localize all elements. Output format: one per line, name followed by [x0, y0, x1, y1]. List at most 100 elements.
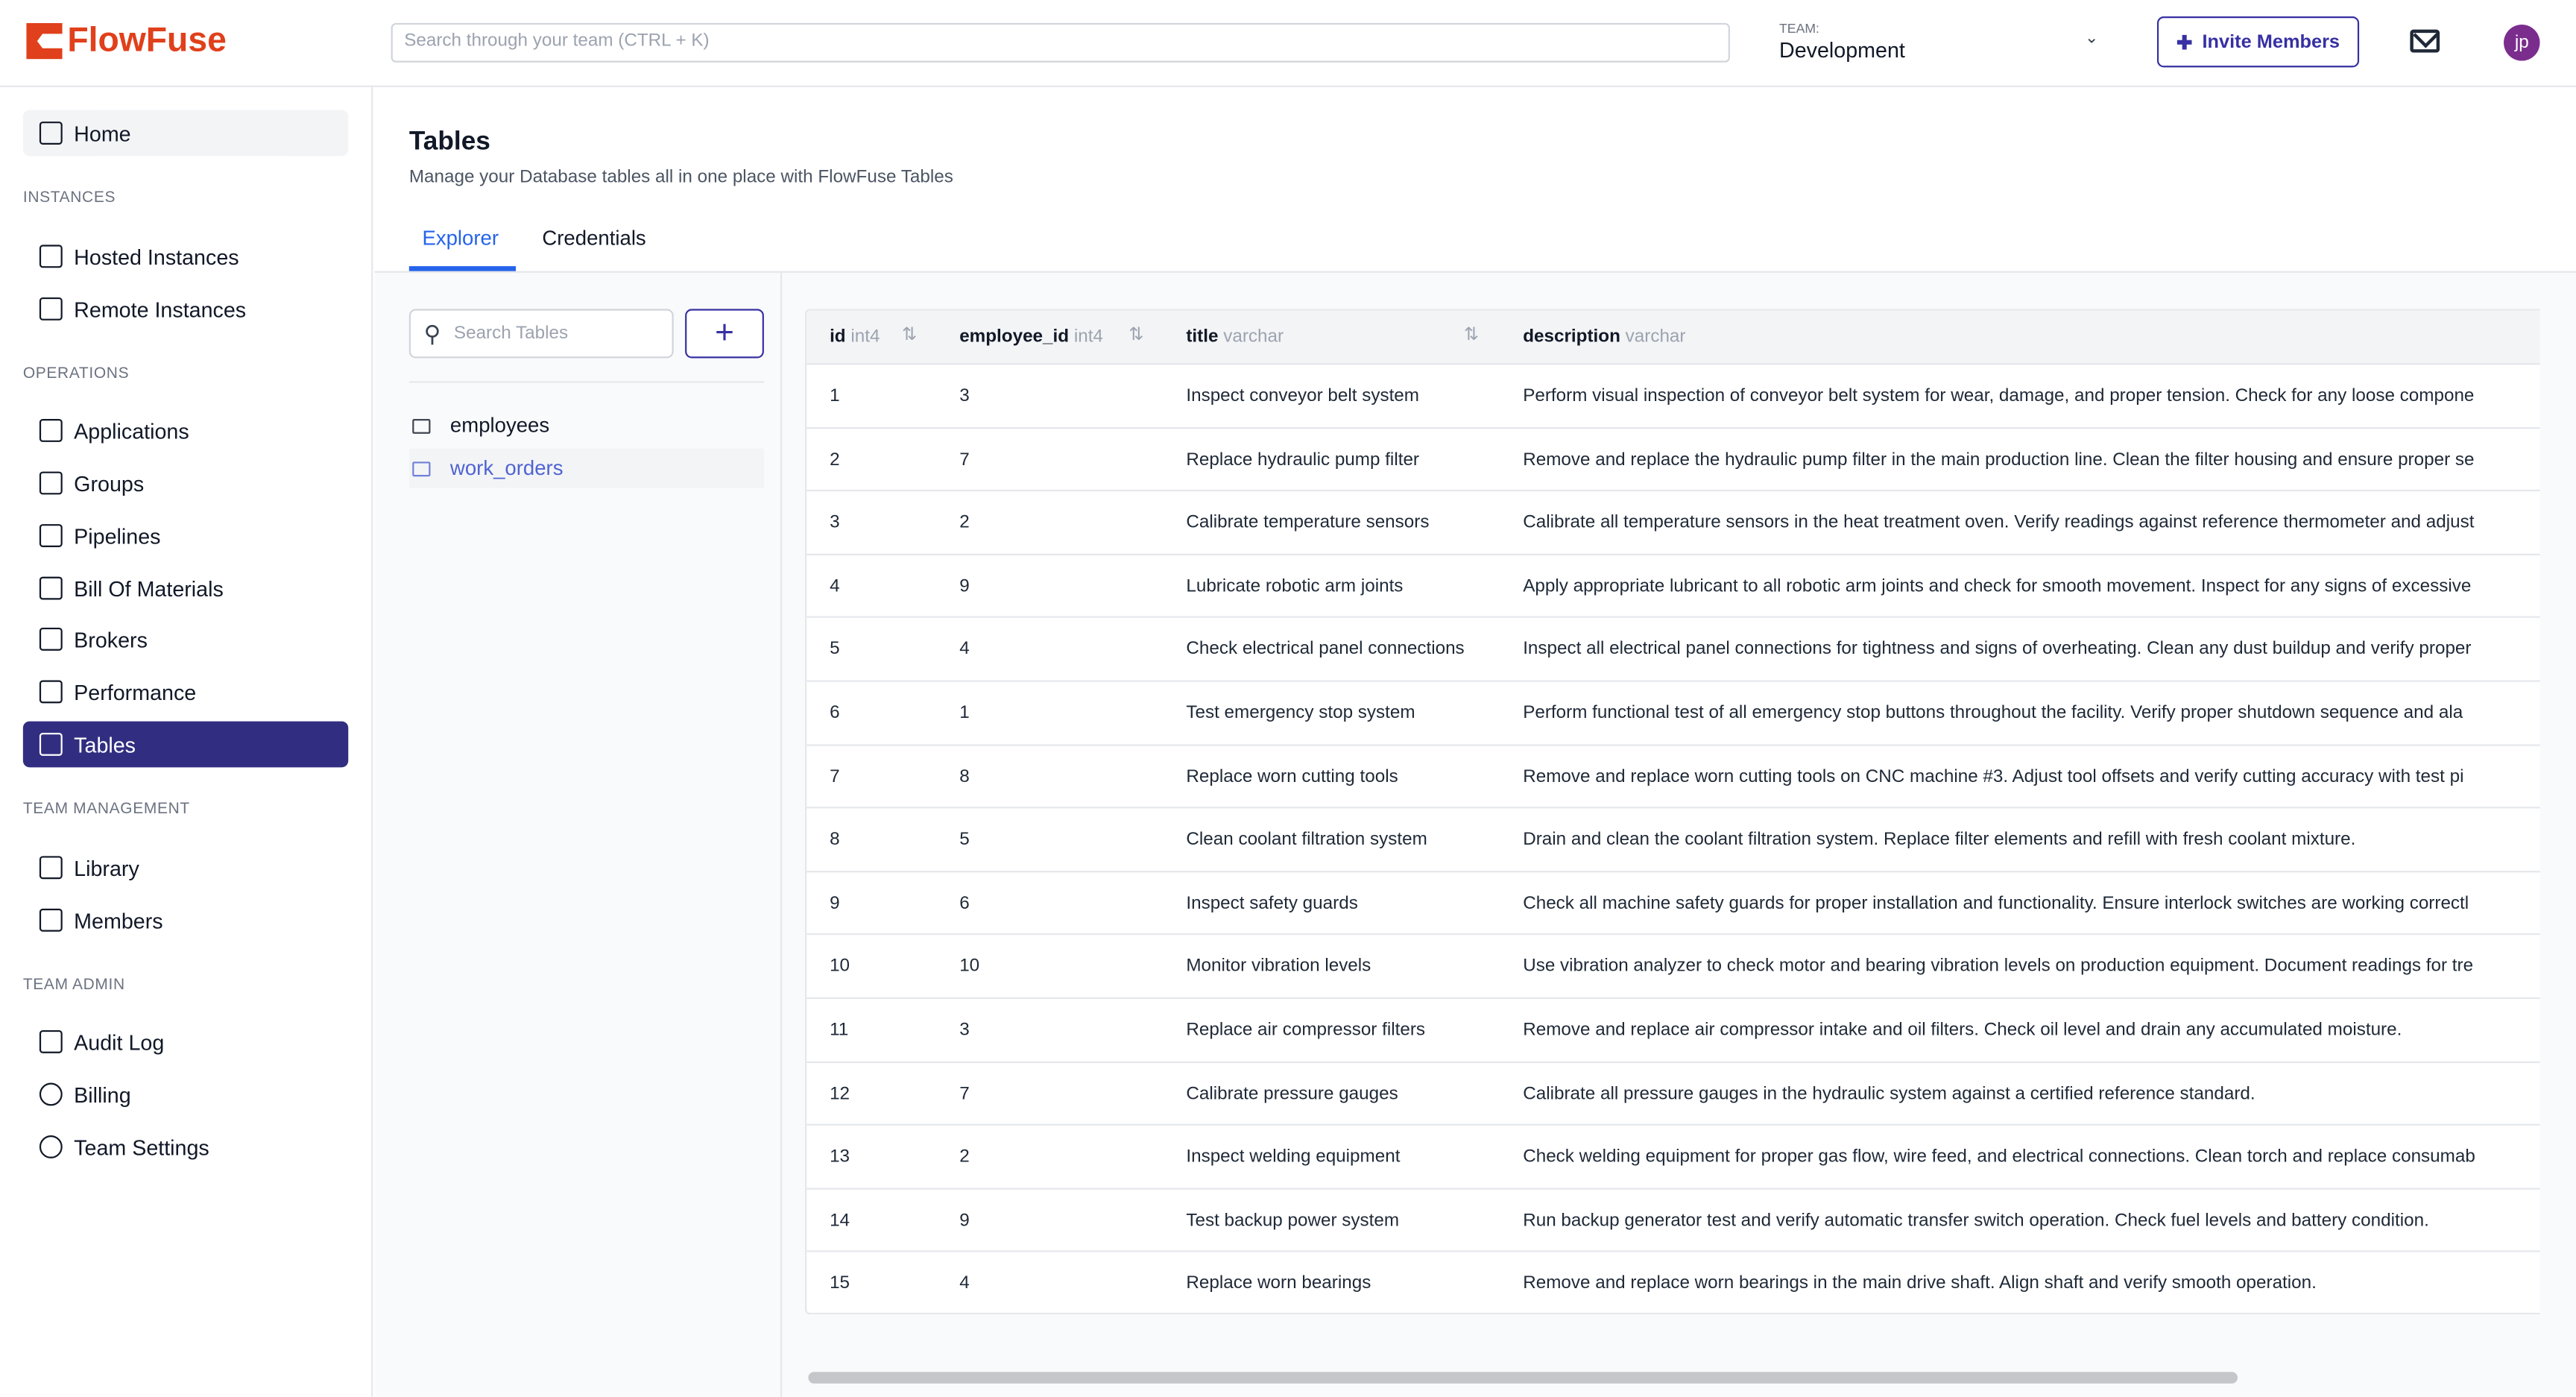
col-type: int4 — [1073, 327, 1103, 347]
section-instances: INSTANCES — [22, 189, 116, 207]
list-icon — [39, 1029, 63, 1053]
table-cell: Run backup generator test and verify aut… — [1523, 1210, 2429, 1231]
sidebar-item-members[interactable]: Members — [23, 897, 348, 943]
global-search-input[interactable]: Search through your team (CTRL + K) — [391, 22, 1730, 63]
table-row[interactable]: 8 5 Clean coolant filtration system Drain a… — [806, 809, 2540, 872]
sort-icon[interactable]: ⇅ — [1463, 325, 1480, 345]
nav-label: Performance — [74, 679, 197, 704]
table-cell: Inspect conveyor belt system — [1186, 385, 1419, 406]
sidebar-item-library[interactable]: Library — [23, 845, 348, 891]
table-row[interactable]: 7 8 Replace worn cutting tools Remove and r… — [806, 745, 2540, 809]
table-cell: 3 — [959, 385, 970, 406]
search-icon: ⚲ — [423, 319, 441, 346]
invite-members-button[interactable]: ✚ Invite Members — [2156, 16, 2360, 68]
sidebar-item-team-settings[interactable]: Team Settings — [23, 1124, 348, 1170]
section-team-management: TEAM MANAGEMENT — [22, 800, 190, 819]
tab-explorer[interactable]: Explorer — [422, 227, 499, 250]
table-cell: Check welding equipment for proper gas f… — [1523, 1147, 2475, 1167]
table-cell: 10 — [959, 956, 980, 977]
table-row[interactable]: 1 3 Inspect conveyor belt system Perform vi… — [806, 365, 2540, 429]
sidebar-item-bill-of-materials[interactable]: Bill Of Materials — [23, 565, 348, 611]
mail-icon[interactable] — [2410, 29, 2440, 53]
sidebar-item-tables[interactable]: Tables — [22, 721, 349, 768]
table-list-item-work-orders[interactable]: work_orders — [408, 448, 764, 488]
sidebar-item-groups[interactable]: Groups — [23, 460, 348, 506]
search-tables-input[interactable]: ⚲ Search Tables — [408, 309, 674, 359]
top-header: FlowFuse Search through your team (CTRL … — [0, 0, 2576, 87]
table-cell: 8 — [959, 766, 970, 786]
table-cell: 8 — [830, 830, 840, 850]
applications-icon — [39, 419, 63, 442]
column-header-employee-id[interactable]: employee_id int4 — [959, 327, 1103, 347]
nav-label: Brokers — [74, 626, 148, 652]
table-cell: Check electrical panel connections — [1186, 640, 1465, 660]
table-row[interactable]: 15 4 Replace worn bearings Remove and repla… — [806, 1252, 2539, 1313]
table-list-item-employees[interactable]: employees — [409, 406, 764, 445]
data-table: id int4 ⇅ employee_id int4 ⇅ title varch… — [805, 309, 2540, 1315]
search-placeholder: Search Tables — [453, 324, 569, 344]
groups-icon — [39, 471, 63, 495]
sidebar-item-pipelines[interactable]: Pipelines — [23, 513, 348, 559]
table-cell: Monitor vibration levels — [1186, 956, 1371, 977]
table-cell: Calibrate all pressure gauges in the hyd… — [1523, 1083, 2255, 1104]
nav-label: Audit Log — [74, 1029, 165, 1054]
dollar-icon — [39, 1082, 63, 1106]
table-row[interactable]: 2 7 Replace hydraulic pump filter Remove an… — [806, 428, 2540, 492]
column-header-title[interactable]: title varchar — [1186, 327, 1284, 347]
section-team-admin: TEAM ADMIN — [22, 976, 125, 994]
sidebar-item-brokers[interactable]: Brokers — [23, 616, 348, 663]
table-cell: Test emergency stop system — [1186, 703, 1415, 723]
sidebar-item-audit-log[interactable]: Audit Log — [23, 1019, 348, 1065]
table-row[interactable]: 6 1 Test emergency stop system Perform func… — [806, 682, 2540, 745]
column-header-id[interactable]: id int4 — [830, 327, 880, 347]
chip-icon — [39, 297, 63, 321]
nav-label: Hosted Instances — [74, 244, 239, 269]
table-cell: 14 — [830, 1210, 850, 1231]
sidebar-item-billing[interactable]: Billing — [23, 1071, 348, 1117]
nav-label: Team Settings — [74, 1134, 209, 1159]
flowfuse-logo[interactable]: FlowFuse — [26, 22, 227, 61]
sort-icon[interactable]: ⇅ — [1128, 325, 1144, 345]
table-icon — [412, 417, 431, 433]
column-header-description[interactable]: description varchar — [1523, 327, 1685, 347]
table-cell: Remove and replace worn bearings in the … — [1523, 1274, 2317, 1294]
tab-credentials[interactable]: Credentials — [542, 227, 646, 250]
table-cell: Use vibration analyzer to check motor an… — [1523, 956, 2474, 977]
team-selector[interactable]: Development — [1779, 37, 1905, 63]
panel-divider — [780, 271, 783, 1397]
table-cell: Calibrate all temperature sensors in the… — [1523, 513, 2475, 533]
table-row[interactable]: 13 2 Inspect welding equipment Check weldin… — [806, 1126, 2540, 1190]
table-row[interactable]: 5 4 Check electrical panel connections Insp… — [806, 619, 2540, 682]
sidebar-item-performance[interactable]: Performance — [23, 669, 348, 715]
sidebar-item-remote-instances[interactable]: Remote Instances — [23, 286, 348, 332]
table-row[interactable]: 4 9 Lubricate robotic arm joints Apply appr… — [806, 555, 2540, 619]
table-cell: Inspect safety guards — [1186, 893, 1358, 914]
sort-icon[interactable]: ⇅ — [902, 325, 918, 345]
table-row[interactable]: 12 7 Calibrate pressure gauges Calibrate al… — [806, 1062, 2540, 1126]
active-tab-indicator — [408, 266, 517, 271]
horizontal-scrollbar[interactable] — [808, 1372, 2238, 1384]
sidebar-item-hosted-instances[interactable]: Hosted Instances — [23, 233, 348, 280]
sidebar-item-home[interactable]: Home — [22, 110, 349, 157]
table-cell: 4 — [959, 1274, 970, 1294]
table-cell: Remove and replace the hydraulic pump fi… — [1523, 450, 2475, 470]
table-row[interactable]: 11 3 Replace air compressor filters Remove … — [806, 999, 2540, 1063]
invite-label: Invite Members — [2202, 31, 2340, 52]
avatar[interactable]: jp — [2504, 25, 2540, 61]
table-cell: 1 — [830, 385, 840, 406]
add-table-button[interactable]: + — [685, 309, 764, 359]
chevron-down-icon[interactable]: ⌄ — [2085, 29, 2099, 48]
table-row[interactable]: 10 10 Monitor vibration levels Use vibratio… — [806, 936, 2540, 1000]
nav-label: Pipelines — [74, 523, 161, 549]
table-cell: 12 — [830, 1083, 850, 1104]
table-cell: 4 — [959, 640, 970, 660]
gear-icon — [39, 1135, 63, 1158]
sidebar-item-applications[interactable]: Applications — [23, 408, 348, 454]
table-row[interactable]: 14 9 Test backup power system Run backup ge… — [806, 1189, 2540, 1253]
table-cell: Replace worn cutting tools — [1186, 766, 1398, 786]
table-row[interactable]: 3 2 Calibrate temperature sensors Calibrate… — [806, 491, 2540, 555]
divider — [408, 381, 764, 383]
nav-label: Billing — [74, 1082, 131, 1107]
table-row[interactable]: 9 6 Inspect safety guards Check all machine… — [806, 872, 2540, 936]
table-cell: Calibrate pressure gauges — [1186, 1083, 1398, 1104]
